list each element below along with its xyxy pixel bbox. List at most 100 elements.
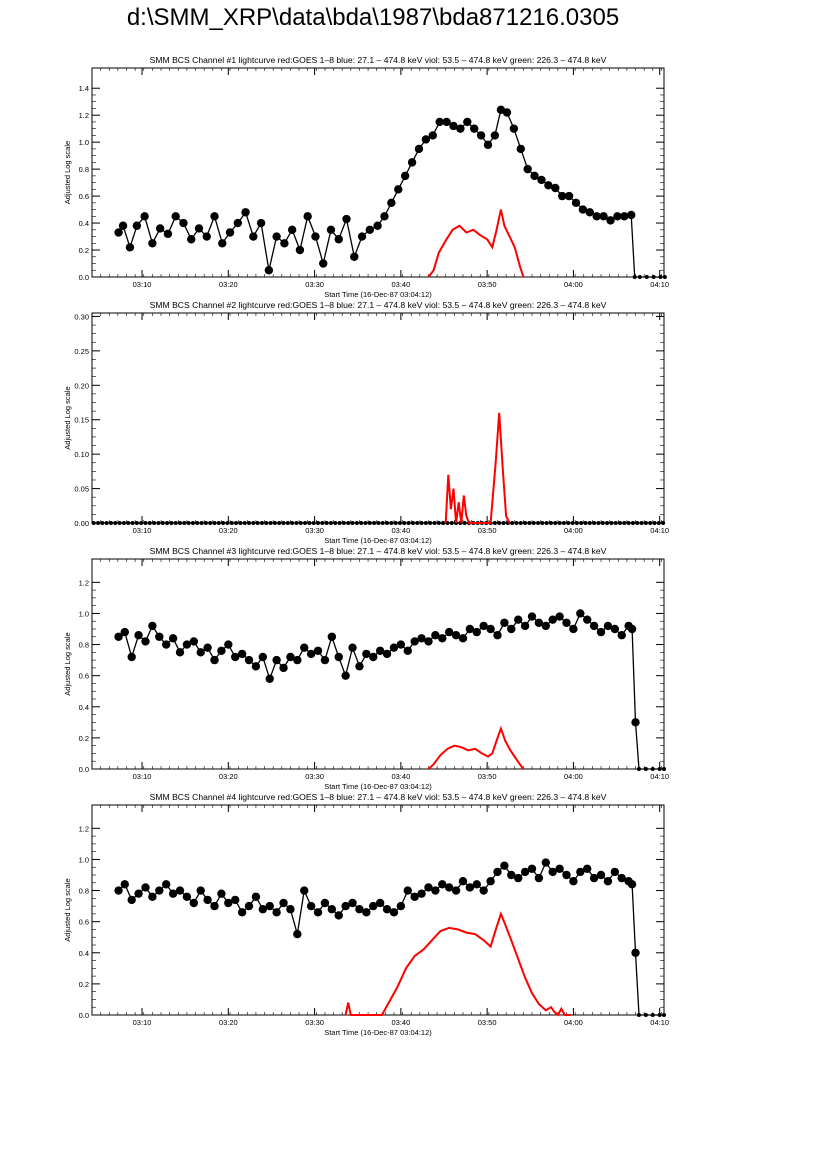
- data-point: [501, 521, 506, 525]
- data-point: [251, 892, 261, 901]
- data-point: [202, 232, 211, 241]
- data-point: [221, 521, 226, 525]
- x-tick-label: 04:10: [650, 526, 669, 535]
- data-point: [596, 627, 606, 637]
- data-point: [182, 640, 192, 649]
- data-point: [367, 521, 372, 525]
- data-point: [419, 521, 424, 525]
- data-point: [114, 632, 123, 641]
- x-tick-label: 03:30: [305, 526, 324, 535]
- data-point: [561, 521, 566, 525]
- data-point: [631, 948, 640, 957]
- data-point: [462, 521, 467, 525]
- data-point: [376, 521, 381, 525]
- data-point: [599, 212, 608, 221]
- data-point: [272, 908, 281, 917]
- y-tick-label: 0.4: [79, 219, 89, 228]
- data-point: [169, 521, 174, 525]
- y-tick-label: 0.00: [74, 519, 89, 528]
- x-tick-label: 04:10: [650, 1018, 669, 1027]
- data-point: [626, 521, 631, 525]
- data-point: [120, 627, 129, 637]
- data-point: [327, 905, 337, 914]
- data-point: [244, 655, 254, 665]
- data-point: [596, 870, 606, 880]
- data-point: [218, 239, 227, 248]
- plot-frame: [91, 312, 665, 524]
- data-point: [125, 243, 135, 252]
- data-point: [362, 649, 371, 659]
- data-point: [189, 637, 199, 646]
- data-point: [613, 521, 618, 525]
- data-point: [516, 144, 525, 154]
- data-point: [190, 521, 195, 525]
- x-tick-label: 03:30: [305, 280, 324, 289]
- data-point: [277, 521, 282, 525]
- data-point: [635, 521, 640, 525]
- data-point: [210, 212, 219, 221]
- data-point: [279, 898, 288, 908]
- data-point: [303, 521, 308, 525]
- y-tick-label: 0.20: [74, 381, 89, 390]
- data-point: [247, 521, 252, 525]
- data-point: [114, 886, 123, 895]
- data-point: [579, 521, 584, 525]
- data-point: [237, 649, 247, 659]
- data-point: [423, 521, 428, 525]
- data-point: [410, 521, 415, 525]
- data-point: [643, 1013, 648, 1017]
- data-point: [303, 212, 312, 221]
- data-point: [179, 218, 188, 228]
- data-point: [428, 131, 437, 140]
- data-point: [465, 883, 475, 892]
- data-point: [393, 521, 398, 525]
- data-point: [100, 521, 105, 525]
- data-point: [650, 767, 655, 771]
- data-point: [406, 521, 411, 525]
- data-point: [387, 198, 396, 208]
- data-point: [435, 117, 444, 127]
- data-point: [237, 908, 247, 917]
- data-point: [96, 521, 101, 525]
- data-point: [189, 898, 199, 908]
- data-point: [451, 886, 461, 895]
- data-point: [576, 609, 585, 618]
- data-point: [168, 889, 178, 898]
- data-point: [348, 643, 357, 652]
- data-point: [566, 521, 571, 525]
- data-point: [424, 883, 433, 892]
- data-point: [369, 652, 378, 662]
- data-point: [300, 886, 309, 895]
- data-point: [523, 521, 528, 525]
- data-point: [341, 671, 350, 680]
- x-tick-label: 03:10: [133, 280, 152, 289]
- data-point: [231, 895, 240, 905]
- data-point: [259, 521, 264, 525]
- data-point: [627, 880, 637, 889]
- data-point: [658, 275, 663, 279]
- data-point: [551, 183, 560, 193]
- data-point: [553, 521, 558, 525]
- data-point: [134, 521, 139, 525]
- data-point: [187, 235, 196, 244]
- data-point: [161, 880, 171, 889]
- data-point: [373, 221, 382, 230]
- data-point: [249, 232, 258, 241]
- data-point: [143, 521, 148, 525]
- data-point: [509, 124, 519, 133]
- x-tick-label: 04:10: [650, 772, 669, 781]
- data-point: [359, 521, 364, 525]
- data-point: [630, 521, 635, 525]
- y-tick-label: 0.6: [79, 192, 89, 201]
- data-point: [160, 521, 165, 525]
- x-tick-label: 03:50: [478, 1018, 497, 1027]
- data-point: [651, 275, 656, 279]
- data-point: [341, 901, 350, 911]
- data-point: [389, 521, 394, 525]
- data-point: [306, 901, 316, 911]
- series-black-line: [118, 861, 664, 1016]
- data-point: [258, 905, 268, 914]
- y-tick-label: 0.0: [79, 273, 89, 282]
- data-point: [570, 521, 575, 525]
- data-point: [510, 521, 515, 525]
